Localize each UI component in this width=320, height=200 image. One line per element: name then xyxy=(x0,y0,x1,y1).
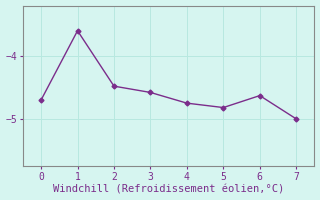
X-axis label: Windchill (Refroidissement éolien,°C): Windchill (Refroidissement éolien,°C) xyxy=(53,184,284,194)
